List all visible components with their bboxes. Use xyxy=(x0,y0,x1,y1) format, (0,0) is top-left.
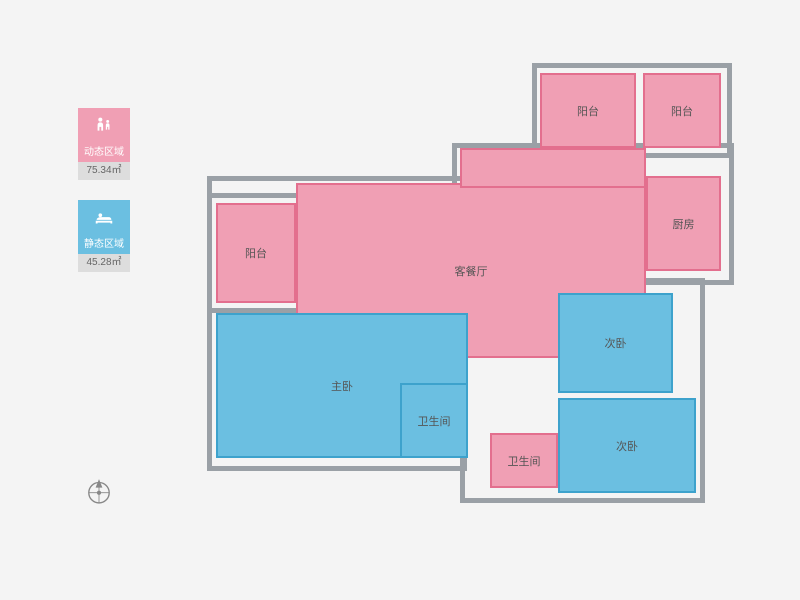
room-bath2: 卫生间 xyxy=(490,433,558,488)
people-icon xyxy=(78,108,130,144)
bed-icon xyxy=(78,200,130,236)
legend-dynamic-label: 动态区域 xyxy=(78,144,130,162)
room-label: 卫生间 xyxy=(508,453,541,469)
room-second1: 次卧 xyxy=(558,293,673,393)
room-label: 厨房 xyxy=(673,216,695,232)
legend-dynamic: 动态区域 75.34㎡ xyxy=(78,108,130,180)
room-kitchen: 厨房 xyxy=(646,176,721,271)
room-label: 阳台 xyxy=(245,245,267,261)
room-living-upper xyxy=(460,148,646,188)
room-balcony-top-right: 阳台 xyxy=(643,73,721,148)
room-bath1: 卫生间 xyxy=(400,383,468,458)
compass-icon xyxy=(82,474,116,513)
legend-static: 静态区域 45.28㎡ xyxy=(78,200,130,272)
room-second2: 次卧 xyxy=(558,398,696,493)
room-label: 客餐厅 xyxy=(455,263,488,279)
room-balcony-left: 阳台 xyxy=(216,203,296,303)
floor-plan: 阳台阳台阳台客餐厅厨房主卧卫生间次卧卫生间次卧 xyxy=(202,63,737,535)
room-label: 次卧 xyxy=(605,335,627,351)
room-balcony-top-left: 阳台 xyxy=(540,73,636,148)
room-label: 阳台 xyxy=(577,103,599,119)
legend: 动态区域 75.34㎡ 静态区域 45.28㎡ xyxy=(78,108,138,292)
legend-dynamic-value: 75.34㎡ xyxy=(78,162,130,180)
legend-static-label: 静态区域 xyxy=(78,236,130,254)
room-label: 主卧 xyxy=(331,378,353,394)
room-label: 次卧 xyxy=(616,438,638,454)
room-label: 卫生间 xyxy=(418,413,451,429)
legend-static-value: 45.28㎡ xyxy=(78,254,130,272)
room-label: 阳台 xyxy=(671,103,693,119)
